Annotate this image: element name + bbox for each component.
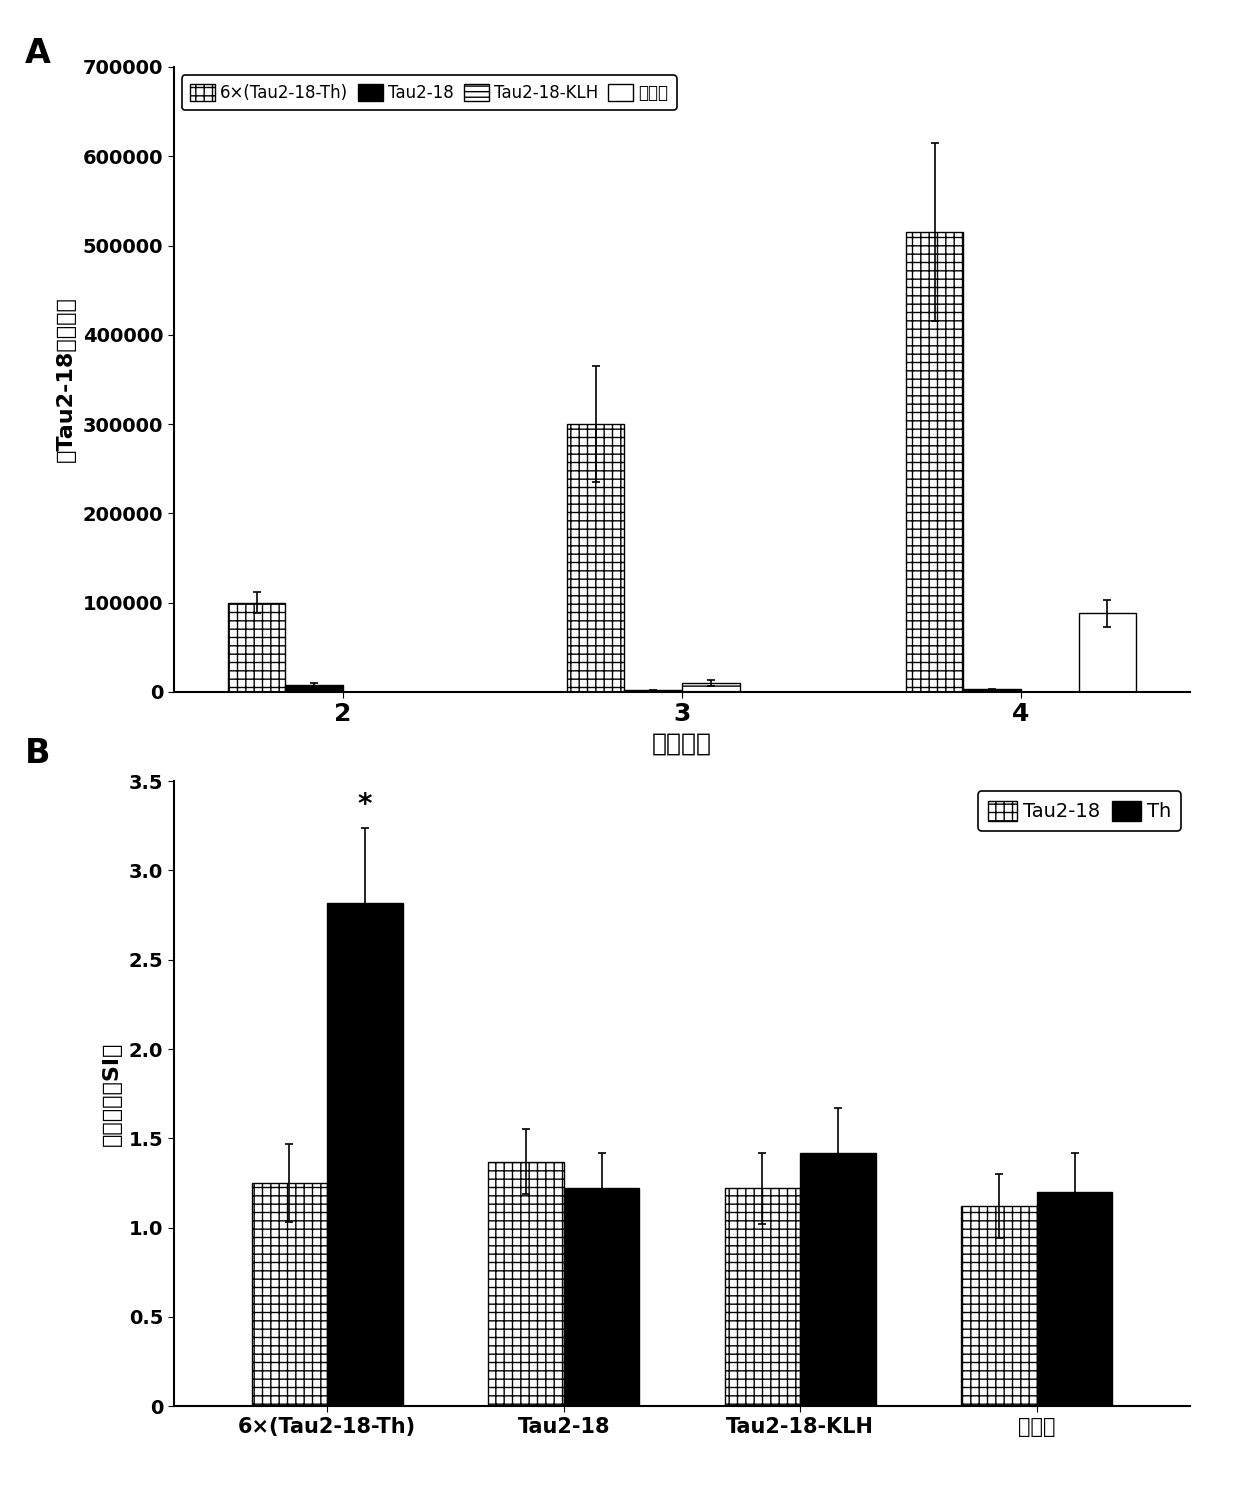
Y-axis label: 抗Tau2-18抗体滞度: 抗Tau2-18抗体滞度 <box>56 296 76 463</box>
Bar <box>1037 1192 1112 1406</box>
Bar <box>800 1153 875 1406</box>
Y-axis label: 刺激指数（SI）: 刺激指数（SI） <box>102 1042 122 1146</box>
Bar <box>285 684 343 692</box>
Bar <box>252 1183 327 1406</box>
Bar <box>905 232 963 692</box>
Bar <box>567 424 625 692</box>
Bar <box>724 1189 800 1406</box>
X-axis label: 免疫次数: 免疫次数 <box>652 732 712 756</box>
Bar <box>327 903 403 1406</box>
Bar <box>682 683 739 692</box>
Bar <box>489 1162 564 1406</box>
Bar <box>564 1189 640 1406</box>
Bar <box>1079 613 1136 692</box>
Text: B: B <box>25 737 51 769</box>
Text: *: * <box>358 790 372 818</box>
Legend: 6×(Tau2-18-Th), Tau2-18, Tau2-18-KLH, 对照组: 6×(Tau2-18-Th), Tau2-18, Tau2-18-KLH, 对照… <box>182 76 677 110</box>
Legend: Tau2-18, Th: Tau2-18, Th <box>978 792 1180 830</box>
Text: A: A <box>25 37 51 70</box>
Bar <box>625 690 682 692</box>
Bar <box>961 1207 1037 1406</box>
Bar <box>963 689 1021 692</box>
Bar <box>228 603 285 692</box>
